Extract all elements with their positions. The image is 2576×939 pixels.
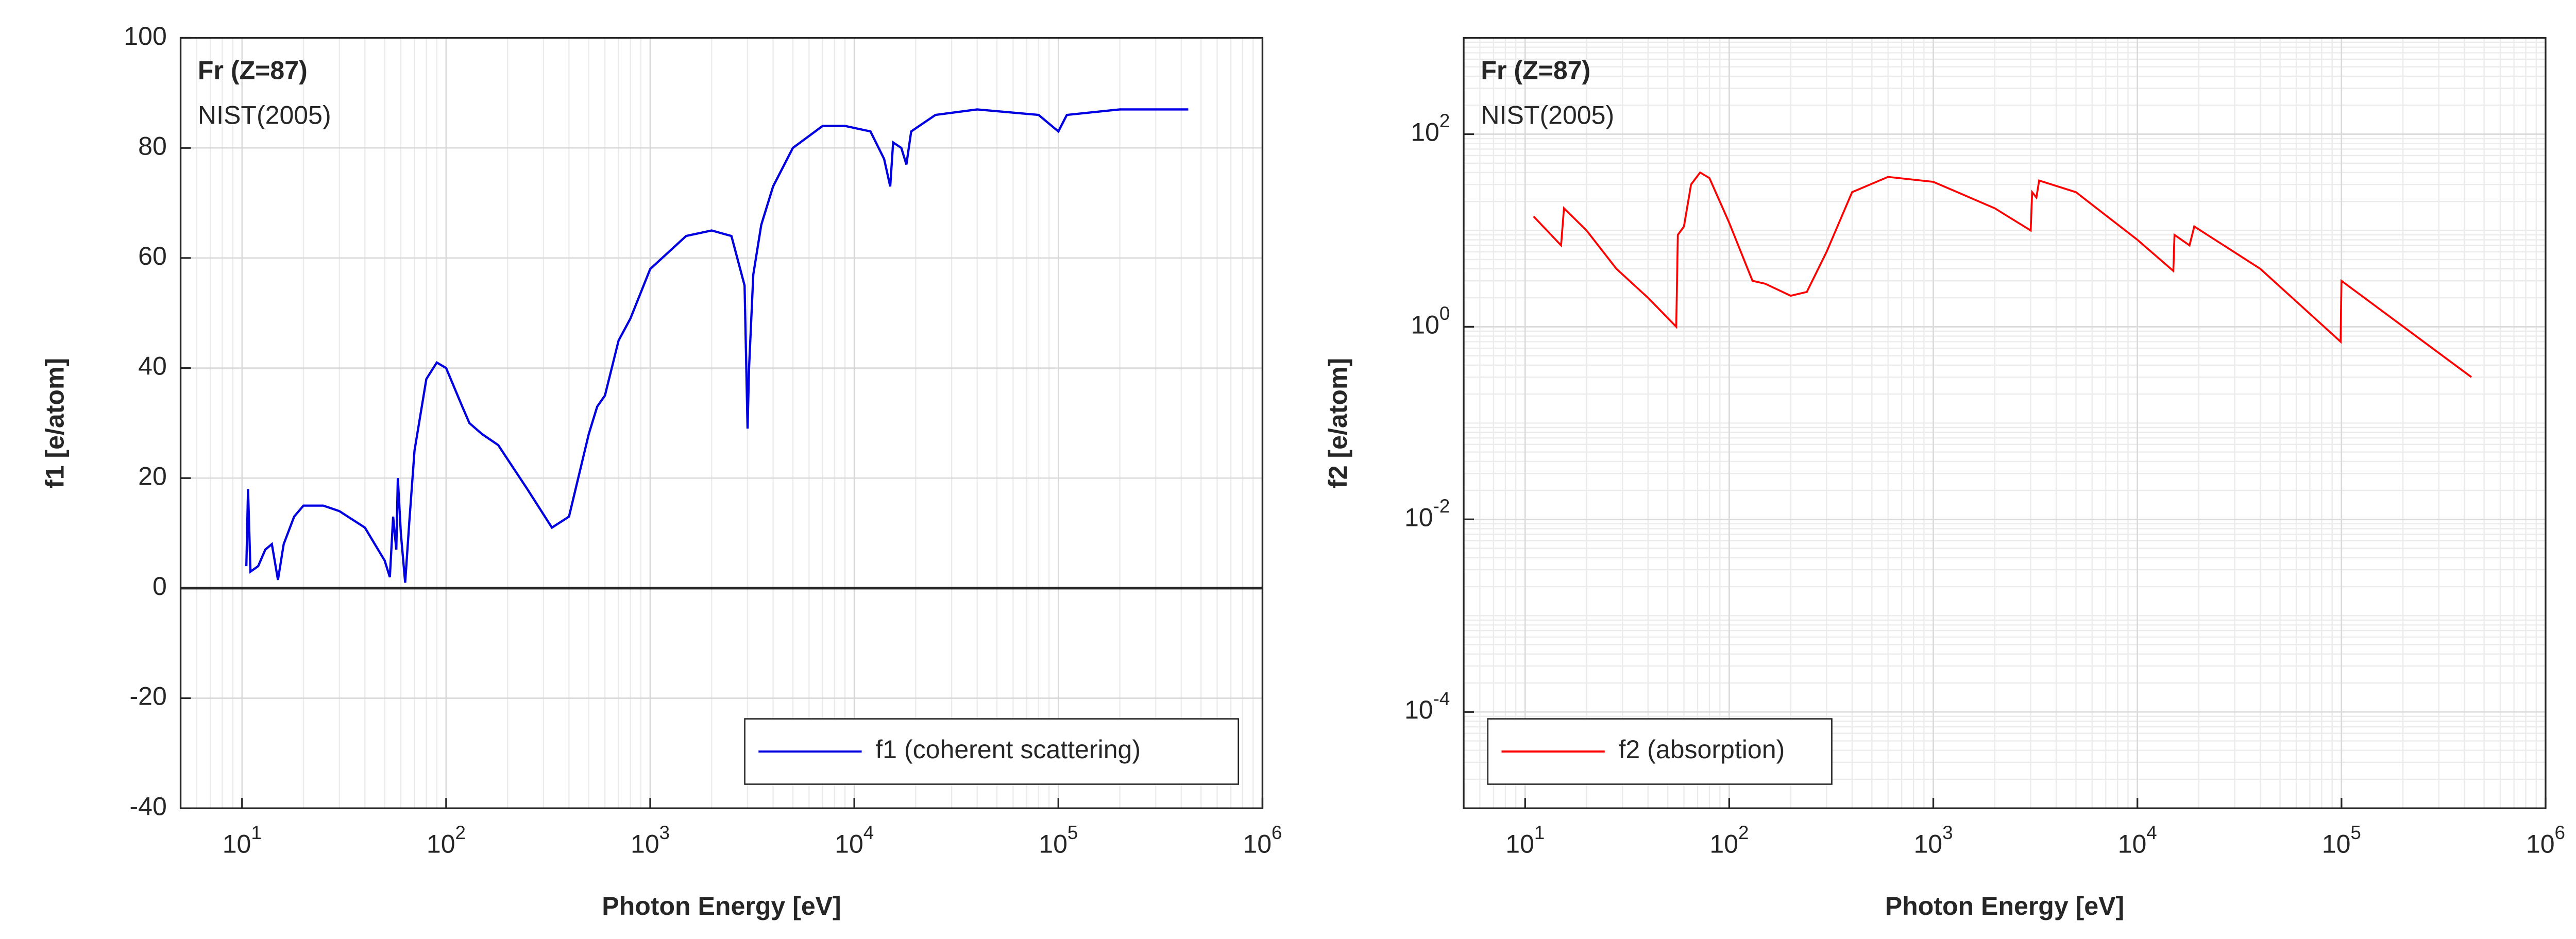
x-tick-label-base: 10 bbox=[1243, 830, 1272, 859]
x-tick-label: 103 bbox=[1913, 822, 1953, 859]
legend-label: f1 (coherent scattering) bbox=[875, 735, 1141, 764]
x-tick-label-exp: 4 bbox=[863, 822, 874, 843]
y-tick-label: 10-2 bbox=[1404, 496, 1450, 532]
y-tick-label-base: 10 bbox=[1411, 118, 1439, 147]
y-tick-label-exp: -2 bbox=[1433, 496, 1450, 517]
y-tick-label: 80 bbox=[138, 131, 167, 160]
x-tick-label-exp: 2 bbox=[455, 822, 466, 843]
y-tick-label: 0 bbox=[152, 572, 167, 601]
x-tick-label-base: 10 bbox=[1709, 830, 1738, 859]
y-tick-label: -20 bbox=[129, 682, 166, 711]
x-tick-label-base: 10 bbox=[223, 830, 251, 859]
series-line bbox=[1533, 171, 2472, 378]
x-tick-label-exp: 1 bbox=[251, 822, 261, 843]
axes-box bbox=[179, 37, 1264, 809]
y-tick-label: 100 bbox=[1411, 303, 1450, 339]
axes-box bbox=[1463, 37, 2547, 809]
annotation-source: NIST(2005) bbox=[1481, 100, 1614, 129]
y-tick-label-base: 10 bbox=[1404, 695, 1433, 724]
x-tick-label: 102 bbox=[427, 822, 466, 859]
y-tick-label: 20 bbox=[138, 462, 167, 490]
x-tick-label-base: 10 bbox=[1505, 830, 1534, 859]
x-tick-label-base: 10 bbox=[2526, 830, 2555, 859]
x-tick-label-exp: 3 bbox=[1942, 822, 1953, 843]
x-tick-label-base: 10 bbox=[1913, 830, 1942, 859]
y-tick-label-exp: -4 bbox=[1433, 688, 1450, 709]
annotation-source: NIST(2005) bbox=[198, 100, 331, 129]
annotation-title: Fr (Z=87) bbox=[198, 56, 308, 85]
y-axis-label: f1 [e/atom] bbox=[40, 358, 69, 488]
x-tick-label: 103 bbox=[631, 822, 670, 859]
x-tick-label: 106 bbox=[2526, 822, 2565, 859]
x-tick-label-base: 10 bbox=[835, 830, 863, 859]
annotation-title: Fr (Z=87) bbox=[1481, 56, 1590, 85]
x-tick-label: 105 bbox=[2322, 822, 2361, 859]
x-tick-label-exp: 5 bbox=[1067, 822, 1078, 843]
y-tick-label-exp: 2 bbox=[1439, 110, 1450, 131]
x-tick-label: 106 bbox=[1243, 822, 1282, 859]
x-tick-label-base: 10 bbox=[427, 830, 455, 859]
y-tick-label: 40 bbox=[138, 352, 167, 381]
y-tick-label: 100 bbox=[124, 22, 167, 50]
x-tick-label-exp: 2 bbox=[1738, 822, 1749, 843]
series-line bbox=[245, 108, 1189, 583]
x-tick-label-base: 10 bbox=[631, 830, 659, 859]
x-tick-label: 102 bbox=[1709, 822, 1749, 859]
y-tick-label: 102 bbox=[1411, 110, 1450, 147]
x-axis-label: Photon Energy [eV] bbox=[1885, 892, 2125, 920]
y-tick-label: 60 bbox=[138, 242, 167, 270]
x-tick-label: 104 bbox=[2118, 822, 2157, 859]
y-axis-label: f2 [e/atom] bbox=[1324, 358, 1352, 488]
x-tick-label-exp: 6 bbox=[2555, 822, 2565, 843]
legend-label: f2 (absorption) bbox=[1618, 735, 1785, 764]
x-tick-label-exp: 6 bbox=[1272, 822, 1282, 843]
x-axis-label: Photon Energy [eV] bbox=[602, 892, 841, 920]
x-tick-label: 101 bbox=[1505, 822, 1545, 859]
x-tick-label-base: 10 bbox=[1039, 830, 1067, 859]
y-tick-label: -40 bbox=[129, 792, 166, 821]
x-tick-label-exp: 4 bbox=[2146, 822, 2157, 843]
x-tick-label: 104 bbox=[835, 822, 874, 859]
x-tick-label: 105 bbox=[1039, 822, 1078, 859]
x-tick-label: 101 bbox=[223, 822, 262, 859]
x-tick-label-exp: 3 bbox=[659, 822, 670, 843]
y-tick-label-exp: 0 bbox=[1439, 303, 1450, 324]
y-tick-label: 10-4 bbox=[1404, 688, 1450, 725]
x-tick-label-exp: 5 bbox=[2350, 822, 2361, 843]
x-tick-label-base: 10 bbox=[2322, 830, 2351, 859]
x-tick-label-exp: 1 bbox=[1534, 822, 1545, 843]
y-tick-label-base: 10 bbox=[1411, 311, 1439, 339]
x-tick-label-base: 10 bbox=[2118, 830, 2147, 859]
y-tick-label-base: 10 bbox=[1404, 503, 1433, 532]
